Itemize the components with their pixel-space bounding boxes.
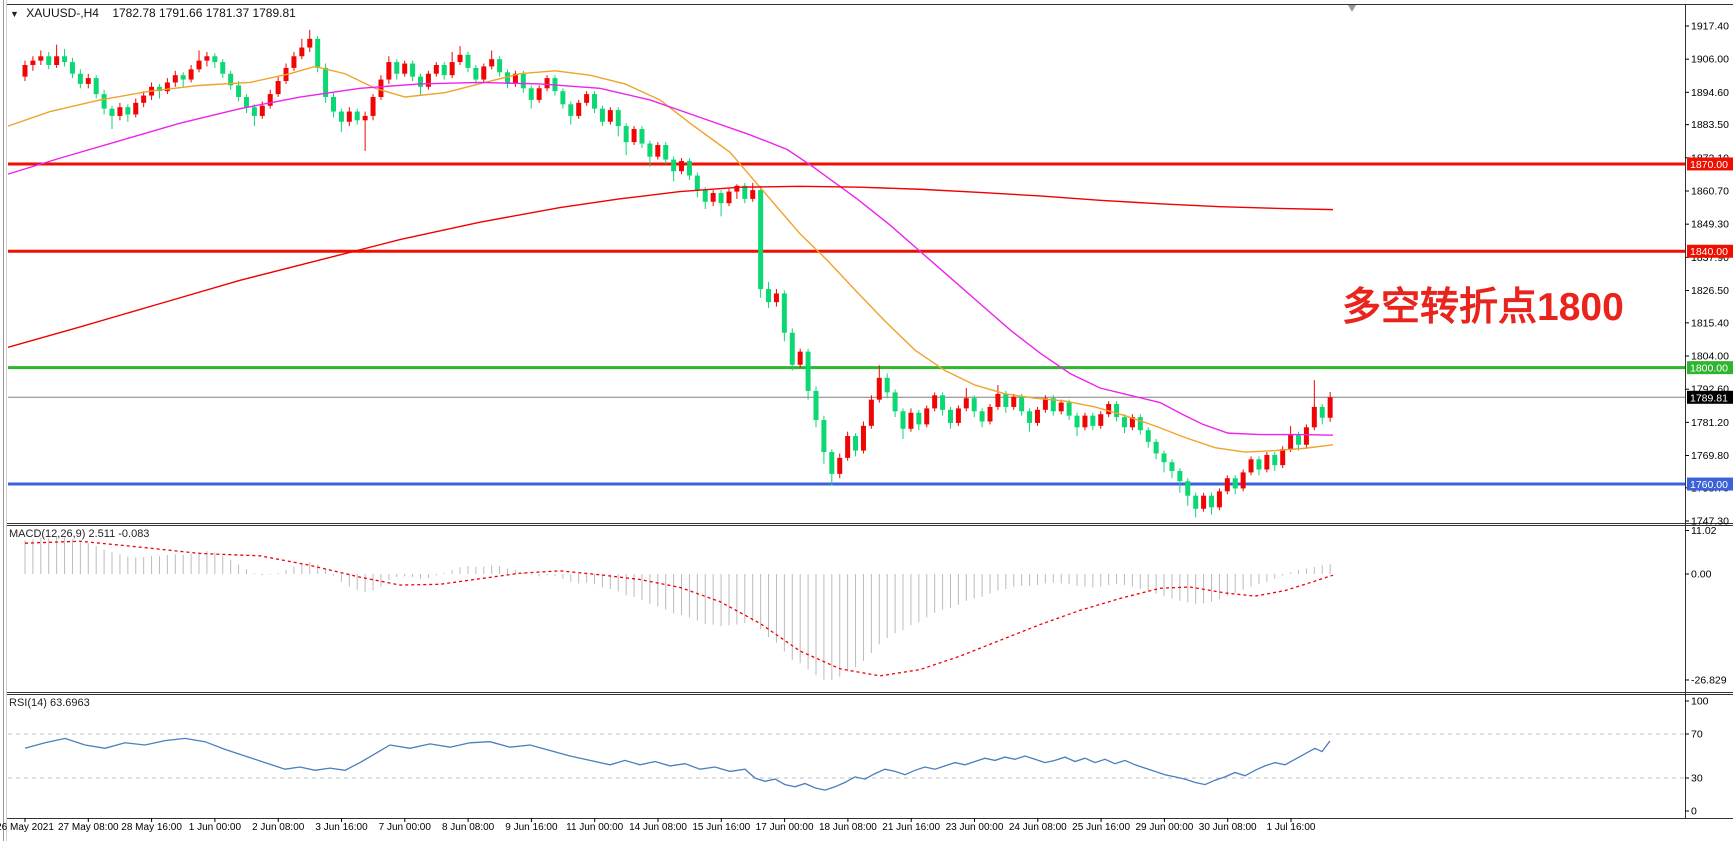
svg-text:27 May 08:00: 27 May 08:00 <box>58 822 119 833</box>
svg-text:1883.50: 1883.50 <box>1691 119 1729 131</box>
price-level-badge: 1870.00 <box>1687 157 1733 171</box>
macd-signal-line <box>24 540 1334 677</box>
svg-text:1906.00: 1906.00 <box>1691 54 1729 66</box>
horizontal-level-lines[interactable] <box>8 162 1685 486</box>
symbol-period-label: XAUUSD-,H4 <box>26 6 99 20</box>
ma-mid-magenta <box>7 81 1334 436</box>
svg-text:1917.40: 1917.40 <box>1691 21 1729 33</box>
svg-text:1804.00: 1804.00 <box>1691 351 1729 363</box>
svg-text:70: 70 <box>1691 729 1703 741</box>
svg-text:1860.70: 1860.70 <box>1691 186 1729 198</box>
svg-text:0: 0 <box>1691 806 1697 818</box>
rsi-line <box>24 737 1331 791</box>
svg-text:2 Jun 08:00: 2 Jun 08:00 <box>252 822 305 833</box>
svg-text:18 Jun 08:00: 18 Jun 08:00 <box>819 822 877 833</box>
annotation-text: 多空转折点1800 <box>1342 286 1624 329</box>
svg-text:3 Jun 16:00: 3 Jun 16:00 <box>315 822 368 833</box>
svg-text:1747.30: 1747.30 <box>1691 516 1729 528</box>
svg-text:1840.00: 1840.00 <box>1690 246 1728 258</box>
svg-text:1781.20: 1781.20 <box>1691 417 1729 429</box>
svg-text:1760.00: 1760.00 <box>1690 479 1728 491</box>
svg-text:26 May 2021: 26 May 2021 <box>0 822 54 833</box>
macd-indicator-label: MACD(12,26,9) 2.511 -0.083 <box>9 528 150 540</box>
candlestick-series[interactable] <box>22 29 1333 518</box>
svg-text:1 Jul 16:00: 1 Jul 16:00 <box>1267 822 1316 833</box>
ma-fast-orange <box>7 65 1334 453</box>
macd-pane[interactable]: 11.02 0.00 -26.829 <box>24 525 1727 687</box>
svg-text:25 Jun 16:00: 25 Jun 16:00 <box>1072 822 1130 833</box>
svg-text:30: 30 <box>1691 773 1703 785</box>
svg-text:1789.81: 1789.81 <box>1690 392 1728 404</box>
svg-text:24 Jun 08:00: 24 Jun 08:00 <box>1009 822 1067 833</box>
svg-text:1 Jun 00:00: 1 Jun 00:00 <box>189 822 242 833</box>
ohlc-values: 1782.78 1791.66 1781.37 1789.81 <box>112 6 296 20</box>
svg-text:8 Jun 08:00: 8 Jun 08:00 <box>442 822 495 833</box>
svg-text:1800.00: 1800.00 <box>1690 363 1728 375</box>
chart-shift-marker[interactable] <box>1348 5 1356 12</box>
svg-text:21 Jun 16:00: 21 Jun 16:00 <box>882 822 940 833</box>
svg-text:1849.30: 1849.30 <box>1691 219 1729 231</box>
price-level-badge: 1789.81 <box>1687 390 1733 404</box>
svg-text:14 Jun 08:00: 14 Jun 08:00 <box>629 822 687 833</box>
svg-text:1870.00: 1870.00 <box>1690 159 1728 171</box>
rsi-pane[interactable]: 100 70 30 0 <box>8 696 1709 818</box>
ma-slow-red <box>7 185 1334 348</box>
svg-text:29 Jun 00:00: 29 Jun 00:00 <box>1135 822 1193 833</box>
svg-text:-26.829: -26.829 <box>1691 674 1727 686</box>
svg-text:30 Jun 08:00: 30 Jun 08:00 <box>1199 822 1257 833</box>
svg-text:0.00: 0.00 <box>1691 569 1712 581</box>
svg-text:17 Jun 00:00: 17 Jun 00:00 <box>756 822 814 833</box>
rsi-indicator-label: RSI(14) 63.6963 <box>9 697 90 709</box>
symbol-dropdown-icon[interactable]: ▼ <box>10 9 19 19</box>
svg-text:1815.40: 1815.40 <box>1691 317 1729 329</box>
price-level-badge: 1760.00 <box>1687 477 1733 491</box>
time-axis[interactable]: 26 May 2021 27 May 08:00 28 May 16:00 1 Jun… <box>0 818 1316 833</box>
svg-text:100: 100 <box>1691 696 1709 708</box>
price-axis[interactable]: 1917.401906.001894.601883.501872.101860.… <box>1685 21 1729 528</box>
svg-text:28 May 16:00: 28 May 16:00 <box>121 822 182 833</box>
svg-text:11.02: 11.02 <box>1691 525 1717 537</box>
price-level-badge: 1800.00 <box>1687 361 1733 375</box>
svg-text:1769.80: 1769.80 <box>1691 450 1729 462</box>
svg-text:23 Jun 00:00: 23 Jun 00:00 <box>946 822 1004 833</box>
svg-text:11 Jun 00:00: 11 Jun 00:00 <box>566 822 624 833</box>
chart-title: ▼ XAUUSD-,H4 1782.78 1791.66 1781.37 178… <box>10 6 296 20</box>
svg-text:7 Jun 00:00: 7 Jun 00:00 <box>379 822 432 833</box>
svg-text:9 Jun 16:00: 9 Jun 16:00 <box>505 822 558 833</box>
svg-text:1826.50: 1826.50 <box>1691 285 1729 297</box>
price-level-badge: 1840.00 <box>1687 244 1733 258</box>
svg-text:15 Jun 16:00: 15 Jun 16:00 <box>692 822 750 833</box>
svg-text:1894.60: 1894.60 <box>1691 87 1729 99</box>
